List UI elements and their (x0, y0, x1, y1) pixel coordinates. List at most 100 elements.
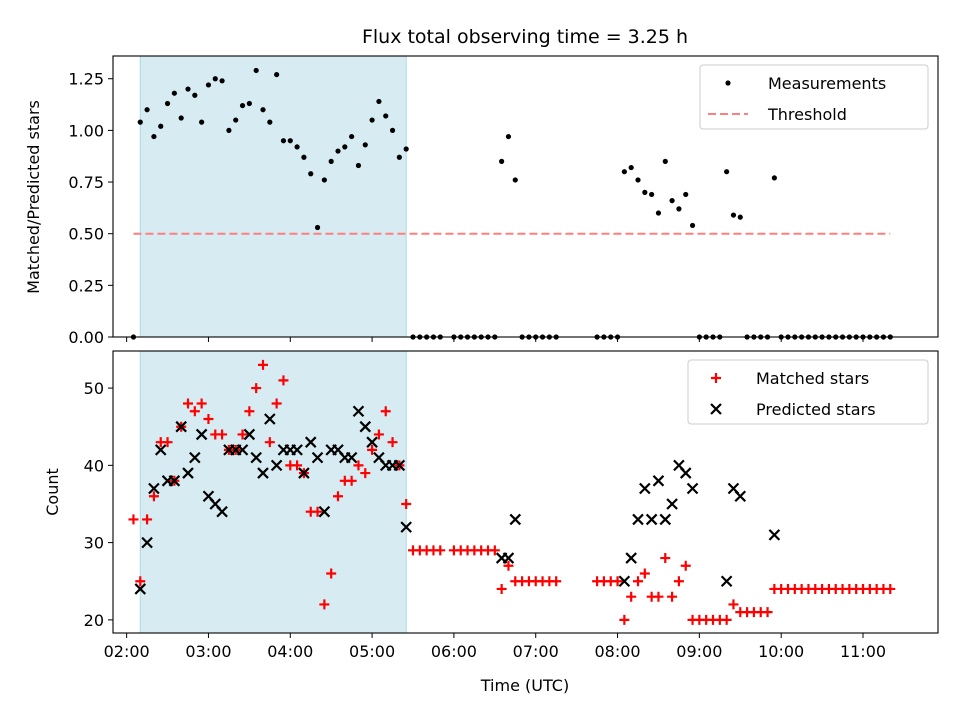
predicted-star-point (400, 521, 412, 533)
measurement-point (246, 100, 252, 107)
measurement-point (280, 138, 287, 144)
predicted-star-point (720, 575, 733, 588)
top-y-tick-label: 1.25 (68, 70, 104, 89)
measurement-point (669, 198, 675, 204)
matched-star-point (612, 576, 623, 587)
x-tick-label: 08:00 (594, 642, 640, 661)
predicted-star-point (639, 482, 651, 495)
measurement-point (205, 82, 212, 88)
measurement-point (328, 158, 334, 164)
top-y-axis-label: Matched/Predicted stars (24, 100, 43, 294)
matched-star-point (639, 568, 650, 579)
bottom-panel: 20 30 40 50 02:00 03:00 04:00 05:00 06:00 07:00 08… (84, 350, 939, 661)
matched-star-point (148, 491, 159, 502)
matched-star-point (626, 591, 637, 602)
matched-star-point (885, 583, 896, 594)
top-legend-box (699, 64, 929, 130)
top-panel: 0.00 0.25 0.50 0.75 1.00 1.25 Measurements Thre… (68, 55, 939, 347)
measurement-point (655, 210, 662, 216)
legend-label: Matched stars (756, 369, 869, 388)
measurement-point (164, 100, 171, 107)
matched-star-point (319, 599, 330, 610)
bottom-y-tick-label: 30 (84, 534, 104, 553)
matched-star-point (673, 576, 684, 587)
predicted-star-point (298, 467, 310, 479)
matched-star-point (312, 506, 323, 517)
predicted-star-point (264, 413, 276, 425)
matched-star-point (244, 406, 255, 417)
predicted-star-point (189, 451, 201, 464)
measurement-point (199, 119, 205, 125)
matched-star-point (373, 429, 384, 440)
top-y-tick-label: 1.00 (68, 121, 104, 140)
measurement-point (649, 191, 655, 198)
measurement-point (389, 127, 396, 133)
legend-label: Predicted stars (756, 400, 876, 419)
matched-star-point (142, 514, 153, 525)
matched-star-point (217, 429, 228, 440)
measurement-point (287, 138, 293, 144)
predicted-star-point (768, 529, 781, 541)
matched-star-point (162, 437, 173, 448)
predicted-star-point (352, 405, 365, 418)
bottom-observing-span (139, 350, 407, 634)
predicted-star-point (345, 451, 358, 464)
bottom-axes-frame (112, 350, 939, 634)
measurement-point (499, 158, 505, 164)
matched-star-point (360, 468, 371, 479)
top-y-tick-label: 0.75 (68, 173, 104, 192)
measurement-point (185, 86, 191, 92)
matched-star-point (278, 375, 289, 386)
measurement-point (171, 90, 177, 96)
measurement-point (376, 98, 382, 105)
x-tick-label: 09:00 (676, 642, 722, 661)
bottom-y-tick-label: 40 (84, 456, 104, 475)
predicted-star-point (618, 575, 631, 588)
matched-star-point (326, 568, 337, 579)
measurement-point (737, 214, 743, 220)
measurement-point (158, 123, 164, 129)
matched-star-point (367, 444, 378, 455)
x-tick-label: 02:00 (104, 642, 150, 661)
matched-star-point (237, 429, 248, 440)
measurement-point (403, 146, 409, 152)
predicted-star-point (148, 482, 160, 495)
predicted-star-point (734, 490, 747, 503)
measurement-point (301, 154, 307, 160)
matched-star-point (619, 614, 630, 625)
predicted-star-point (154, 444, 167, 456)
top-y-tick-label: 0.25 (68, 276, 104, 295)
predicted-star-point (257, 467, 269, 479)
top-legend: Measurements Threshold (699, 64, 929, 130)
matched-star-point (721, 614, 732, 625)
measurement-point (512, 177, 518, 183)
predicted-star-point (243, 428, 256, 441)
predicted-star-point (659, 513, 672, 526)
bottom-series-1 (134, 405, 781, 595)
top-observing-span (139, 55, 407, 338)
predicted-star-point (318, 505, 331, 518)
measurement-point (628, 164, 634, 171)
predicted-star-point (502, 552, 515, 564)
measurement-point (505, 133, 512, 140)
legend-measurement-swatch (725, 80, 731, 86)
top-y-tick-label: 0.00 (68, 328, 104, 347)
matched-star-point (496, 583, 507, 594)
measurement-point (260, 107, 266, 113)
matched-star-point (128, 514, 139, 525)
matched-star-point (633, 576, 643, 587)
bottom-y-axis-label: Count (43, 468, 62, 516)
matched-star-point (660, 553, 671, 564)
measurement-point (689, 222, 696, 229)
top-chart-title: Flux total observing time = 3.25 h (362, 26, 688, 48)
measurement-point (342, 144, 348, 150)
predicted-star-point (311, 451, 324, 464)
matched-star-point (551, 576, 562, 587)
top-axes-frame (112, 55, 939, 338)
bottom-legend: Matched stars Predicted stars (687, 359, 929, 425)
x-tick-label: 10:00 (758, 642, 804, 661)
matched-star-point (380, 406, 391, 417)
measurement-point (321, 177, 327, 183)
measurement-point (178, 115, 184, 121)
